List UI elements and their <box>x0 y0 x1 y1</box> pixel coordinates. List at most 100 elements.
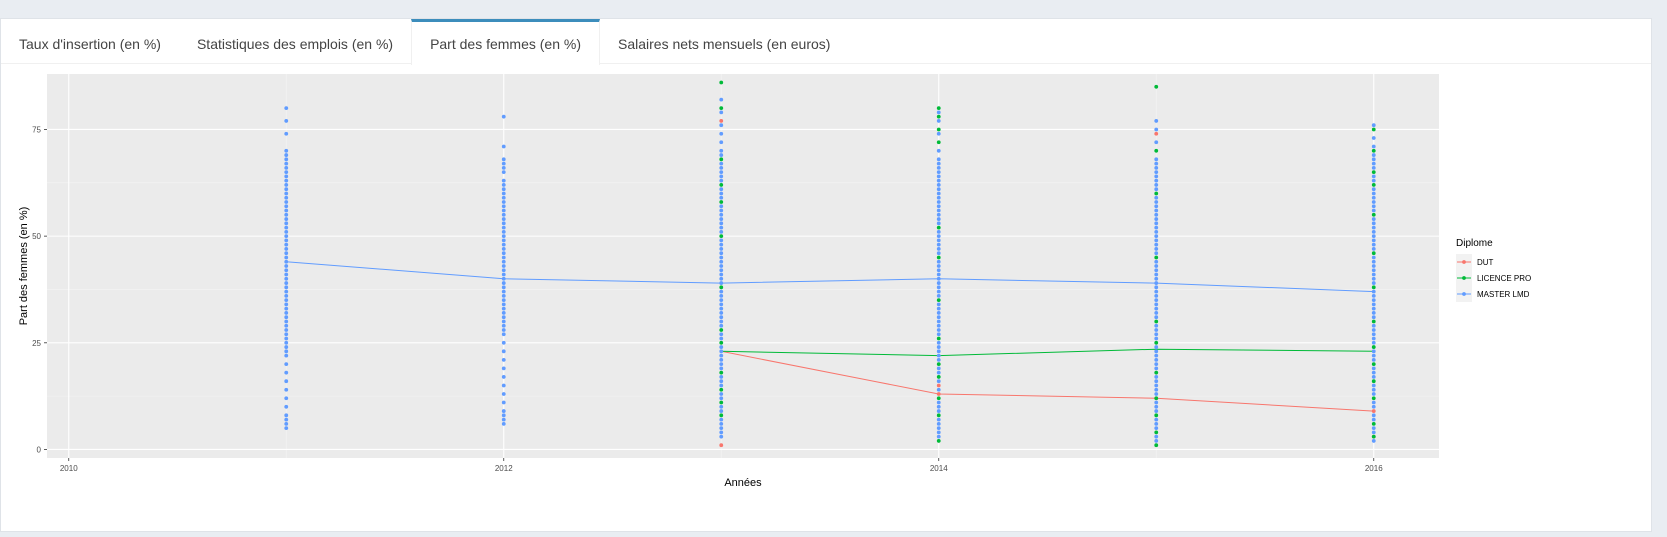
data-point <box>719 208 724 213</box>
data-point <box>936 421 941 426</box>
data-point <box>1371 319 1376 324</box>
data-point <box>284 200 289 204</box>
data-point <box>936 255 941 260</box>
data-point <box>284 157 289 162</box>
data-point <box>1154 195 1159 200</box>
data-point <box>284 362 289 367</box>
data-point <box>501 208 506 213</box>
data-point <box>1154 439 1159 443</box>
data-point <box>1154 426 1159 431</box>
data-point <box>501 319 506 324</box>
data-point <box>936 302 941 307</box>
tab-bar: Taux d'insertion (en %) Statistiques des… <box>1 19 1651 65</box>
data-point <box>1371 404 1376 409</box>
data-point <box>1154 293 1159 298</box>
data-point <box>1371 268 1376 273</box>
data-points <box>284 80 1376 448</box>
data-point <box>719 319 724 324</box>
data-point <box>719 443 724 448</box>
data-point <box>719 404 724 409</box>
data-point <box>501 421 506 426</box>
data-point <box>719 298 724 303</box>
data-point <box>1154 276 1159 281</box>
data-point <box>1154 315 1159 320</box>
data-point <box>284 161 289 166</box>
data-point <box>1154 417 1159 422</box>
data-point <box>501 323 506 328</box>
data-point <box>1154 234 1159 239</box>
data-point <box>1154 174 1159 179</box>
data-point <box>1371 238 1376 243</box>
data-point <box>284 349 289 354</box>
data-point <box>936 293 941 298</box>
data-point <box>1154 392 1159 396</box>
data-point <box>936 110 941 115</box>
data-point <box>719 140 724 145</box>
data-point <box>1371 302 1376 307</box>
legend-items: DUT LICENCE PRO MASTER LMD <box>1456 254 1531 302</box>
data-point <box>1154 430 1159 435</box>
data-point <box>501 409 506 413</box>
data-point <box>1154 306 1159 311</box>
data-point <box>284 221 289 226</box>
data-point <box>936 439 941 443</box>
data-point <box>501 178 506 183</box>
data-point <box>284 276 289 281</box>
tab-part-femmes[interactable]: Part des femmes (en %) <box>411 19 600 65</box>
data-point <box>719 123 724 128</box>
data-point <box>936 191 941 196</box>
tab-salaires-nets[interactable]: Salaires nets mensuels (en euros) <box>618 36 831 52</box>
data-point <box>719 336 724 341</box>
data-point <box>1371 285 1376 290</box>
tab-statistiques-emplois[interactable]: Statistiques des emplois (en %) <box>196 36 394 52</box>
data-point <box>501 225 506 230</box>
data-point <box>284 264 289 268</box>
data-point <box>1154 375 1159 379</box>
data-point <box>501 383 506 388</box>
data-point <box>284 183 289 187</box>
data-point <box>1154 443 1159 448</box>
data-point <box>501 255 506 260</box>
data-point <box>936 353 941 358</box>
data-point <box>1154 366 1159 371</box>
data-point <box>501 264 506 268</box>
data-point <box>936 161 941 166</box>
data-point <box>1371 413 1376 418</box>
data-point <box>936 345 941 349</box>
data-point <box>501 187 506 192</box>
series-line <box>721 348 1374 357</box>
data-point <box>501 281 506 285</box>
data-point <box>1154 281 1159 285</box>
data-point <box>1154 379 1159 384</box>
data-point <box>1371 353 1376 358</box>
data-point <box>719 379 724 384</box>
data-point <box>936 148 941 153</box>
legend-key-point <box>1462 292 1466 296</box>
data-point <box>284 191 289 196</box>
data-point <box>936 289 941 294</box>
tab-taux-insertion[interactable]: Taux d'insertion (en %) <box>19 36 161 52</box>
data-point <box>1154 272 1159 277</box>
data-point <box>1154 362 1159 367</box>
data-point <box>1371 187 1376 192</box>
data-point <box>936 379 941 384</box>
data-point <box>501 259 506 264</box>
data-point <box>1154 396 1159 401</box>
data-point <box>719 268 724 273</box>
data-point <box>1371 426 1376 431</box>
data-point <box>719 242 724 247</box>
data-point <box>501 170 506 175</box>
data-point <box>936 208 941 213</box>
data-point <box>1371 217 1376 221</box>
data-point <box>284 217 289 221</box>
data-point <box>1154 268 1159 273</box>
data-point <box>501 400 506 405</box>
data-point <box>1371 276 1376 281</box>
data-point <box>1154 259 1159 264</box>
data-point <box>1371 328 1376 332</box>
data-point <box>284 319 289 324</box>
data-point <box>501 191 506 196</box>
data-point <box>501 229 506 234</box>
data-point <box>719 281 724 285</box>
data-point <box>1371 366 1376 371</box>
